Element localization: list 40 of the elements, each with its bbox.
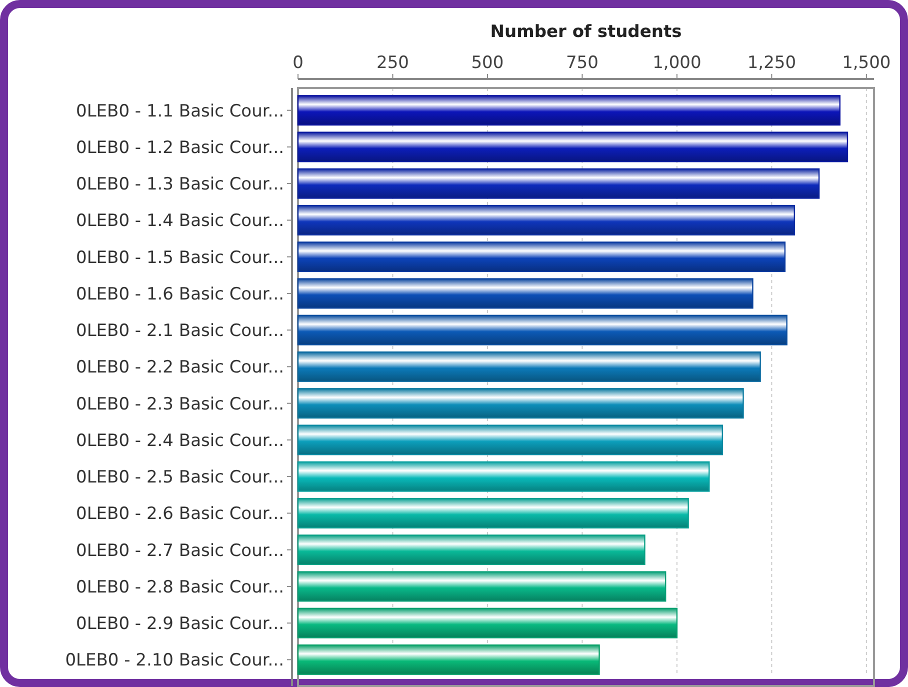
bar — [297, 278, 754, 309]
x-tick-label: 1,250 — [747, 53, 796, 73]
x-tick-label: 250 — [376, 53, 409, 73]
y-tick-label: 0LEB0 - 2.10 Basic Cour... — [65, 650, 284, 671]
y-tick-label: 0LEB0 - 1.5 Basic Cour... — [76, 248, 284, 268]
bar — [297, 388, 744, 419]
y-tick-label: 0LEB0 - 1.6 Basic Cour... — [76, 284, 284, 304]
y-tick-label: 0LEB0 - 1.3 Basic Cour... — [76, 174, 284, 195]
bar — [297, 424, 724, 456]
bar — [297, 242, 786, 272]
bar — [297, 204, 796, 236]
y-tick-label: 0LEB0 - 2.8 Basic Cour... — [76, 577, 284, 598]
x-tick-label: 1,500 — [842, 53, 891, 73]
y-tick-label: 0LEB0 - 1.4 Basic Cour... — [76, 211, 284, 232]
bar — [297, 168, 820, 199]
bar — [297, 95, 840, 126]
x-tick-label: 0 — [292, 53, 304, 73]
x-axis-title: Number of students — [490, 22, 682, 42]
bar — [297, 461, 710, 492]
y-tick-label: 0LEB0 - 2.5 Basic Cour... — [76, 468, 284, 488]
bar — [297, 644, 600, 675]
y-tick-label: 0LEB0 - 2.6 Basic Cour... — [76, 504, 284, 524]
bar — [297, 314, 788, 346]
bar — [297, 351, 761, 382]
y-tick-label: 0LEB0 - 2.9 Basic Cour... — [76, 614, 284, 634]
y-tick-label: 0LEB0 - 2.7 Basic Cour... — [76, 540, 284, 561]
x-tick-label: 1,000 — [652, 53, 702, 73]
y-tick-label: 0LEB0 - 1.2 Basic Cour... — [76, 138, 284, 158]
x-tick-label: 750 — [566, 53, 598, 73]
y-tick-label: 0LEB0 - 2.1 Basic Cour... — [76, 321, 284, 342]
y-tick-label: 0LEB0 - 2.3 Basic Cour... — [76, 394, 284, 414]
bar — [297, 608, 678, 638]
y-tick-label: 0LEB0 - 2.2 Basic Cour... — [76, 358, 284, 378]
y-tick-label: 0LEB0 - 2.4 Basic Cour... — [76, 430, 284, 451]
bar — [297, 132, 848, 162]
bar — [297, 534, 646, 566]
y-tick-label: 0LEB0 - 1.1 Basic Cour... — [76, 101, 284, 122]
x-tick-label: 500 — [471, 53, 504, 73]
bar — [297, 571, 666, 602]
bar — [297, 498, 689, 528]
